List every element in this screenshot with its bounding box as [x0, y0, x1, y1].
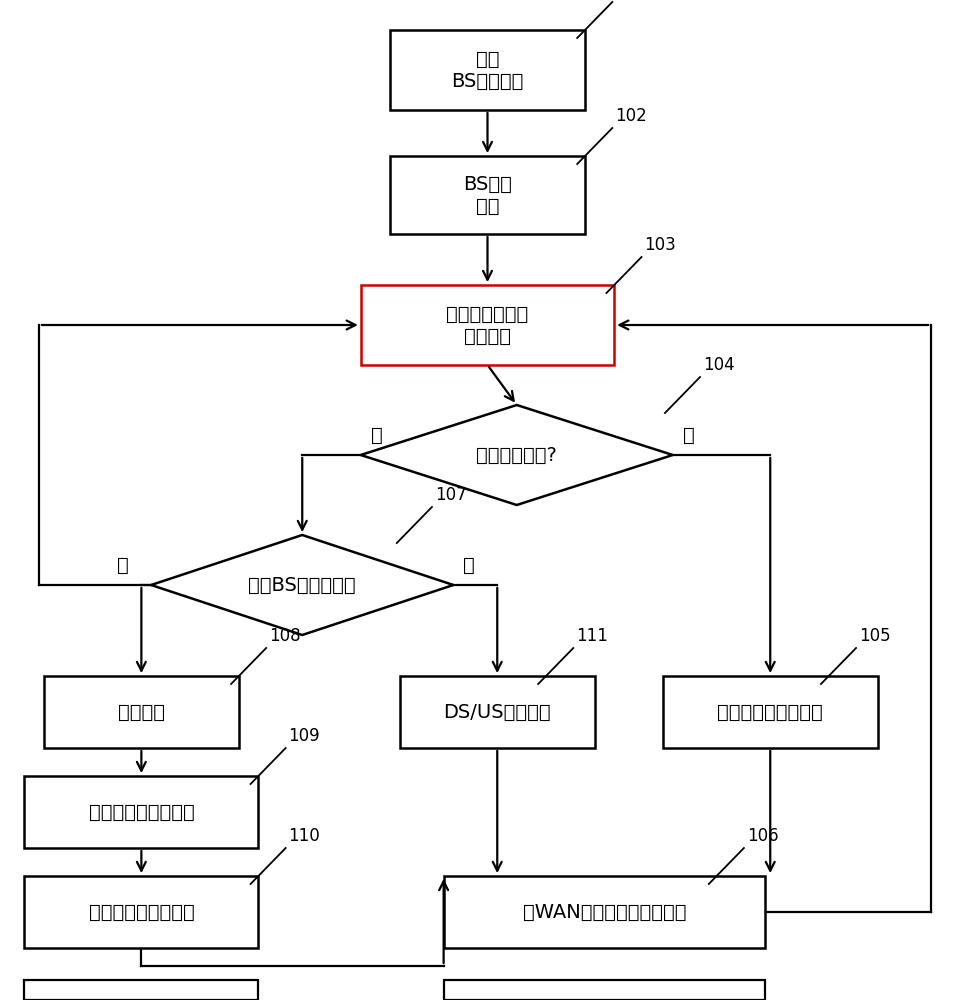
Text: 110: 110: [289, 827, 321, 845]
Text: 数据服务的通常模式: 数据服务的通常模式: [718, 702, 823, 722]
Text: BS网络
搜索: BS网络 搜索: [463, 174, 512, 216]
Text: 用于信道采集的
频谱礼仪: 用于信道采集的 频谱礼仪: [447, 304, 528, 346]
Text: 是: 是: [682, 426, 694, 445]
FancyBboxPatch shape: [390, 156, 585, 234]
Text: 107: 107: [435, 486, 466, 504]
FancyBboxPatch shape: [24, 776, 258, 848]
Text: 按需帧争: 按需帧争: [118, 702, 165, 722]
Text: 否: 否: [117, 556, 129, 575]
Text: 102: 102: [615, 107, 647, 125]
FancyBboxPatch shape: [390, 30, 585, 110]
FancyBboxPatch shape: [24, 980, 258, 1000]
Text: 104: 104: [703, 356, 734, 374]
Text: 数据服务的共存模式: 数据服务的共存模式: [89, 802, 194, 822]
FancyBboxPatch shape: [444, 876, 765, 948]
Text: 103: 103: [644, 236, 677, 254]
Text: 109: 109: [289, 727, 320, 745]
FancyBboxPatch shape: [361, 285, 614, 365]
Text: 105: 105: [859, 627, 890, 645]
Text: 108: 108: [269, 627, 300, 645]
Text: 111: 111: [576, 627, 608, 645]
FancyBboxPatch shape: [24, 876, 258, 948]
Text: 频谱采集的内部请求: 频谱采集的内部请求: [89, 902, 194, 922]
FancyBboxPatch shape: [663, 676, 878, 748]
Text: 信道成功采集?: 信道成功采集?: [477, 446, 557, 464]
Text: 跨WAN频谱共享的外部请求: 跨WAN频谱共享的外部请求: [523, 902, 686, 922]
FancyBboxPatch shape: [44, 676, 239, 748]
FancyBboxPatch shape: [400, 676, 595, 748]
Text: DS/US分割调整: DS/US分割调整: [444, 702, 551, 722]
Text: 仅在BS之间有干涉: 仅在BS之间有干涉: [249, 576, 356, 594]
Text: 否: 否: [370, 426, 382, 445]
Text: 106: 106: [747, 827, 778, 845]
Text: 开始
BS电源开启: 开始 BS电源开启: [451, 49, 524, 91]
Polygon shape: [151, 535, 453, 635]
Polygon shape: [361, 405, 673, 505]
Text: 是: 是: [463, 556, 475, 575]
FancyBboxPatch shape: [444, 980, 765, 1000]
